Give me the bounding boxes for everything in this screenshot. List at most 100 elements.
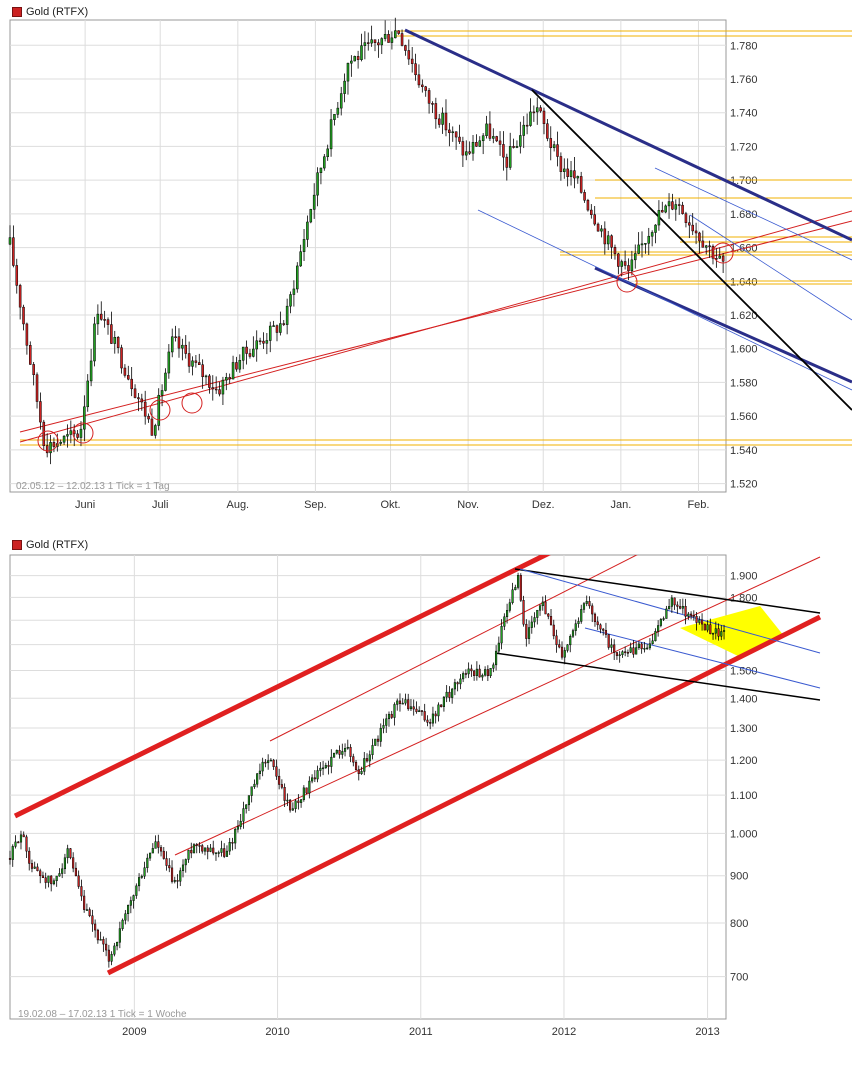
y-tick-label: 1.680 (730, 209, 758, 221)
candle (42, 421, 46, 446)
candle (556, 144, 559, 157)
candle (600, 228, 603, 232)
candle (242, 808, 245, 822)
candle (255, 340, 258, 350)
candle (52, 880, 56, 885)
candle (492, 136, 495, 139)
candle (133, 388, 137, 398)
candle (377, 42, 380, 46)
candle (451, 688, 454, 698)
channel-line-blue (689, 214, 852, 321)
candle (330, 756, 333, 767)
candle (291, 808, 294, 811)
candle (586, 199, 590, 211)
candle (316, 172, 319, 196)
candle (464, 673, 467, 675)
y-tick-label: 1.500 (730, 666, 758, 678)
candle (313, 777, 316, 780)
channel-line-blue (519, 568, 821, 654)
candle (187, 353, 191, 367)
candle (50, 875, 53, 885)
candle (204, 375, 208, 378)
candle (604, 630, 608, 635)
candle (30, 863, 34, 869)
candle (629, 647, 632, 653)
candle (366, 42, 370, 44)
y-tick-label: 900 (730, 871, 748, 883)
candle (429, 722, 432, 724)
candle (47, 875, 50, 883)
candle (454, 131, 458, 138)
candle (451, 131, 455, 134)
y-tick-label: 1.520 (730, 479, 758, 491)
candle (247, 795, 251, 806)
candle (33, 866, 36, 869)
candle (269, 759, 272, 762)
candle (69, 430, 73, 435)
candle (610, 644, 613, 648)
candle (231, 842, 234, 844)
candle (253, 783, 256, 788)
candle (335, 750, 338, 754)
candle (300, 799, 303, 803)
candle (703, 623, 706, 631)
candle (297, 800, 300, 803)
candle (503, 616, 506, 627)
x-tick-label: Okt. (380, 499, 400, 511)
candle (170, 336, 174, 353)
candle (306, 221, 309, 240)
candle (400, 33, 404, 46)
candle (646, 647, 649, 650)
candle (709, 624, 712, 635)
candle (401, 702, 404, 705)
candle (648, 643, 651, 649)
daily-chart-svg: 1.5201.5401.5601.5801.6001.6201.6401.660… (8, 17, 852, 511)
candle (195, 844, 198, 846)
candle (302, 787, 305, 800)
candle (475, 668, 478, 676)
chart-title: Gold (RTFX) (12, 539, 88, 551)
candle (339, 93, 343, 109)
candle (39, 401, 42, 423)
candle (228, 377, 231, 380)
candle (407, 50, 411, 60)
candle (106, 319, 110, 325)
candle (49, 442, 52, 454)
candle (329, 119, 333, 150)
candle (583, 192, 586, 201)
y-tick-label: 1.780 (730, 40, 758, 52)
candle (396, 700, 399, 705)
candle (140, 398, 144, 403)
candle (426, 719, 429, 723)
candle (66, 848, 69, 859)
candle (456, 682, 459, 685)
channel-line-thick-red (106, 614, 822, 976)
candle (593, 214, 596, 225)
candle (722, 630, 726, 632)
candle (576, 176, 580, 179)
candle (17, 841, 20, 844)
candle (721, 255, 725, 262)
x-tick-label: Jan. (610, 499, 631, 511)
candle (654, 224, 657, 233)
candle (508, 146, 512, 168)
candle (225, 377, 228, 381)
candle (635, 647, 638, 655)
trendline-black (494, 652, 821, 701)
candle (519, 135, 522, 147)
candle (212, 847, 215, 854)
candle (431, 103, 434, 105)
candle (385, 718, 388, 726)
candle (478, 140, 482, 147)
candle (613, 644, 616, 653)
candle (569, 170, 573, 177)
candle (312, 194, 316, 210)
x-tick-label: Dez. (532, 499, 555, 511)
candle (489, 667, 492, 677)
candle (220, 848, 223, 853)
candle (332, 752, 336, 758)
candle (218, 389, 221, 395)
candle (390, 713, 393, 718)
candle (150, 418, 154, 436)
candle (464, 151, 468, 156)
